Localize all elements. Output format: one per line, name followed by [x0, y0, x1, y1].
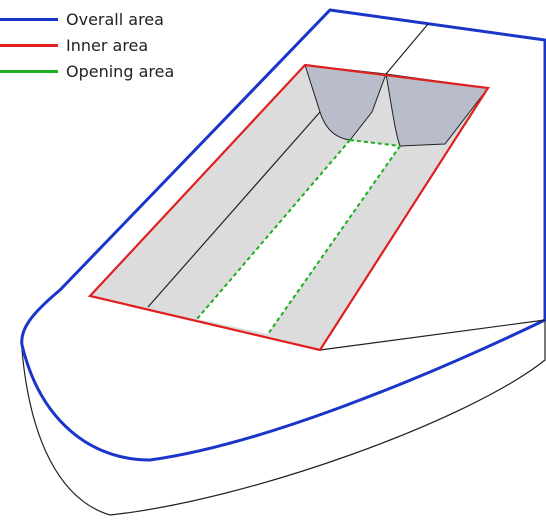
opening-area-outline	[196, 139, 401, 335]
overall-area-swatch	[0, 17, 58, 21]
stern-seam-line	[319, 319, 546, 351]
legend-label: Inner area	[66, 35, 149, 55]
end-recess-left	[304, 64, 387, 141]
legend: Overall area Inner area Opening area	[0, 6, 174, 84]
inner-area-outline	[87, 63, 490, 352]
inner-area-swatch	[0, 43, 58, 47]
legend-item-overall-area: Overall area	[0, 6, 174, 32]
deck-seam-line	[385, 23, 429, 75]
floor-fold-line	[147, 111, 321, 308]
opening-area-surface	[197, 140, 400, 334]
legend-label: Opening area	[66, 61, 175, 81]
legend-item-opening-area: Opening area	[0, 58, 174, 84]
legend-label: Overall area	[66, 9, 164, 29]
legend-item-inner-area: Inner area	[0, 32, 174, 58]
inner-floor	[90, 65, 488, 350]
opening-area-swatch	[0, 69, 58, 73]
end-recess-right	[385, 73, 489, 147]
